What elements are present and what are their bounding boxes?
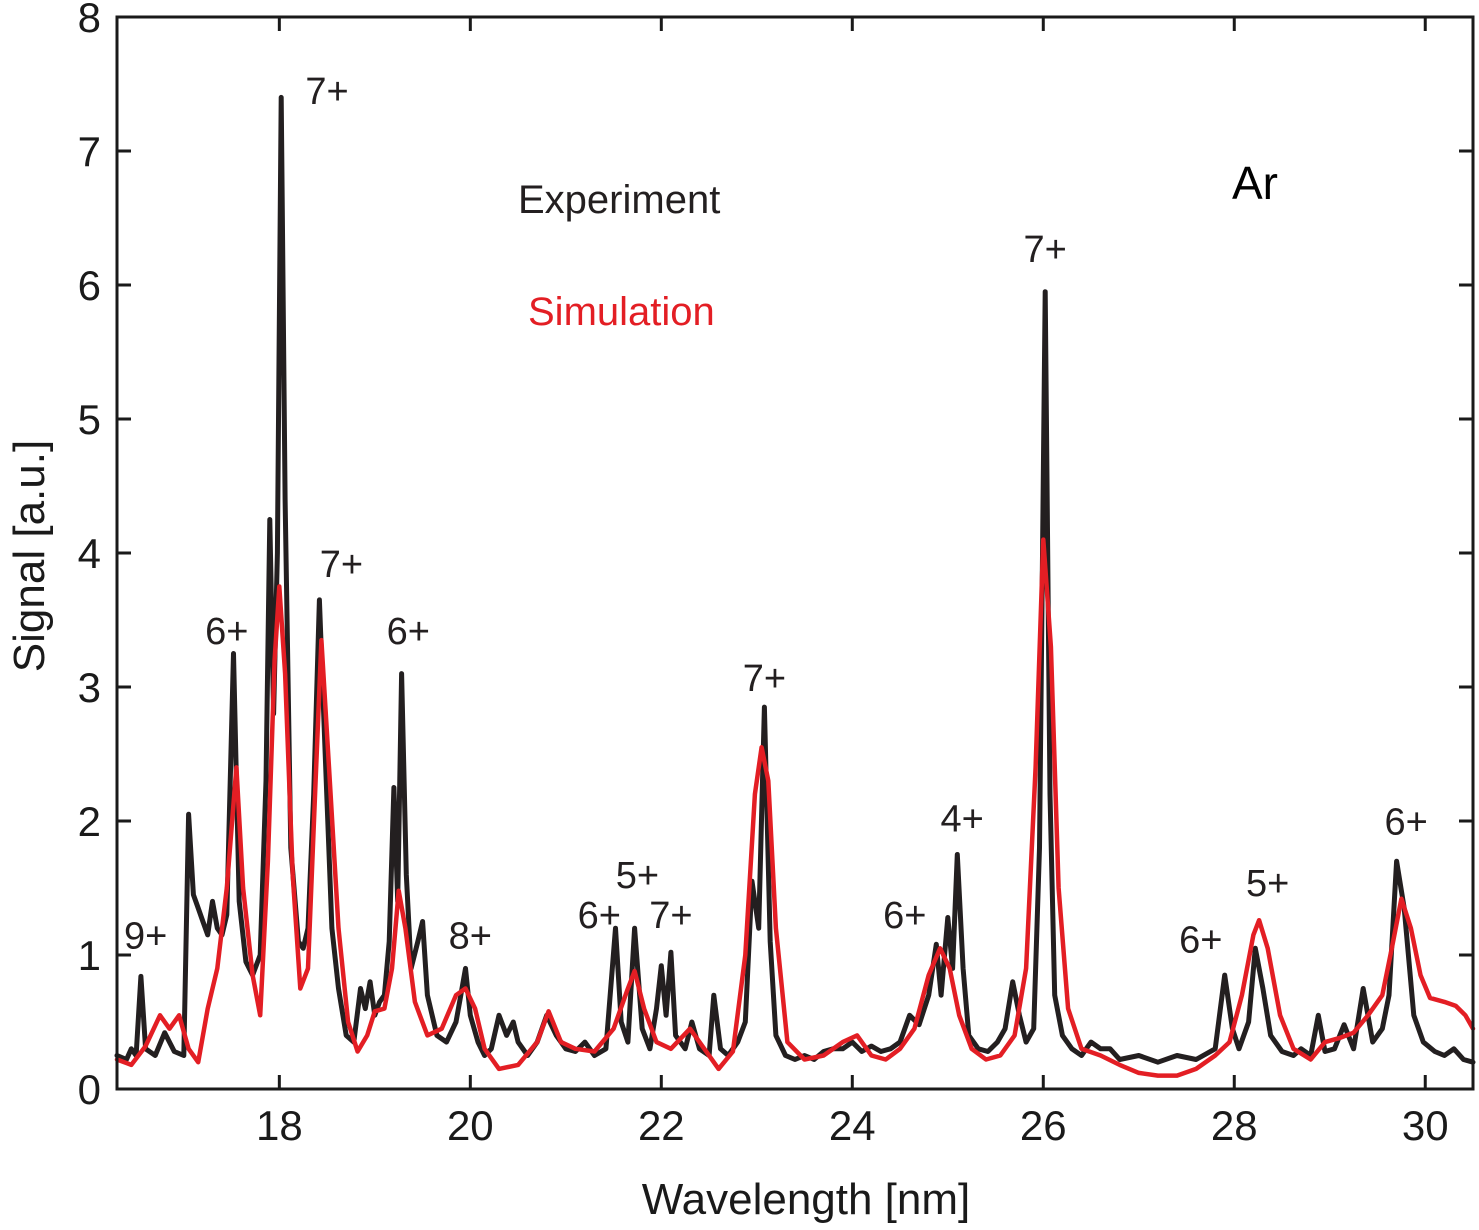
legend-simulation: Simulation <box>528 290 715 334</box>
peak-label: 6+ <box>387 611 430 653</box>
peak-label: 5+ <box>616 855 659 897</box>
peak-label: 6+ <box>1179 919 1222 961</box>
peak-label: 4+ <box>940 799 983 841</box>
peak-label: 6+ <box>1384 801 1427 843</box>
peak-label: 5+ <box>1246 863 1289 905</box>
peak-label: 7+ <box>649 895 692 937</box>
y-tick-label: 2 <box>78 798 101 845</box>
peak-label: 6+ <box>205 611 248 653</box>
peak-annotations: 9+6+7+7+6+8+ 6+5+7+7+4+6+7+6+5+6+ <box>124 71 1428 961</box>
series-line-simulation <box>114 537 1476 1078</box>
y-tick-label: 6 <box>78 262 101 309</box>
peak-label: 6+ <box>578 895 621 937</box>
y-tick-label: 5 <box>78 396 101 443</box>
y-tick-label: 1 <box>78 932 101 979</box>
peak-label: 9+ <box>124 915 167 957</box>
peak-label: 7+ <box>1024 229 1067 271</box>
y-tick-label: 3 <box>78 664 101 711</box>
peak-label: 7+ <box>305 71 348 113</box>
x-tick-label: 22 <box>638 1102 685 1149</box>
axes-group: 18 20 22 24 26 28 30 0 1 2 3 4 5 6 7 8 <box>78 0 1475 1149</box>
peak-label: 7+ <box>743 658 786 700</box>
x-tick-label: 30 <box>1402 1102 1449 1149</box>
series-group <box>114 94 1476 1078</box>
legend-experiment: Experiment <box>518 178 720 222</box>
x-tick-label: 26 <box>1020 1102 1067 1149</box>
y-tick-label: 8 <box>78 0 101 41</box>
peak-label: 6+ <box>883 895 926 937</box>
y-tick-label: 7 <box>78 128 101 175</box>
x-axis-title: Wavelength [nm] <box>642 1175 971 1224</box>
y-tick-label: 4 <box>78 530 101 577</box>
x-tick-label: 18 <box>256 1102 303 1149</box>
x-tick-label: 20 <box>447 1102 494 1149</box>
peak-label: 8+ <box>449 915 492 957</box>
y-tick-label: 0 <box>78 1066 101 1113</box>
x-tick-label: 28 <box>1211 1102 1258 1149</box>
peak-label: 7+ <box>320 544 363 586</box>
x-tick-label: 24 <box>829 1102 876 1149</box>
y-axis-title: Signal [a.u.] <box>5 440 54 672</box>
element-label: Ar <box>1232 157 1278 209</box>
